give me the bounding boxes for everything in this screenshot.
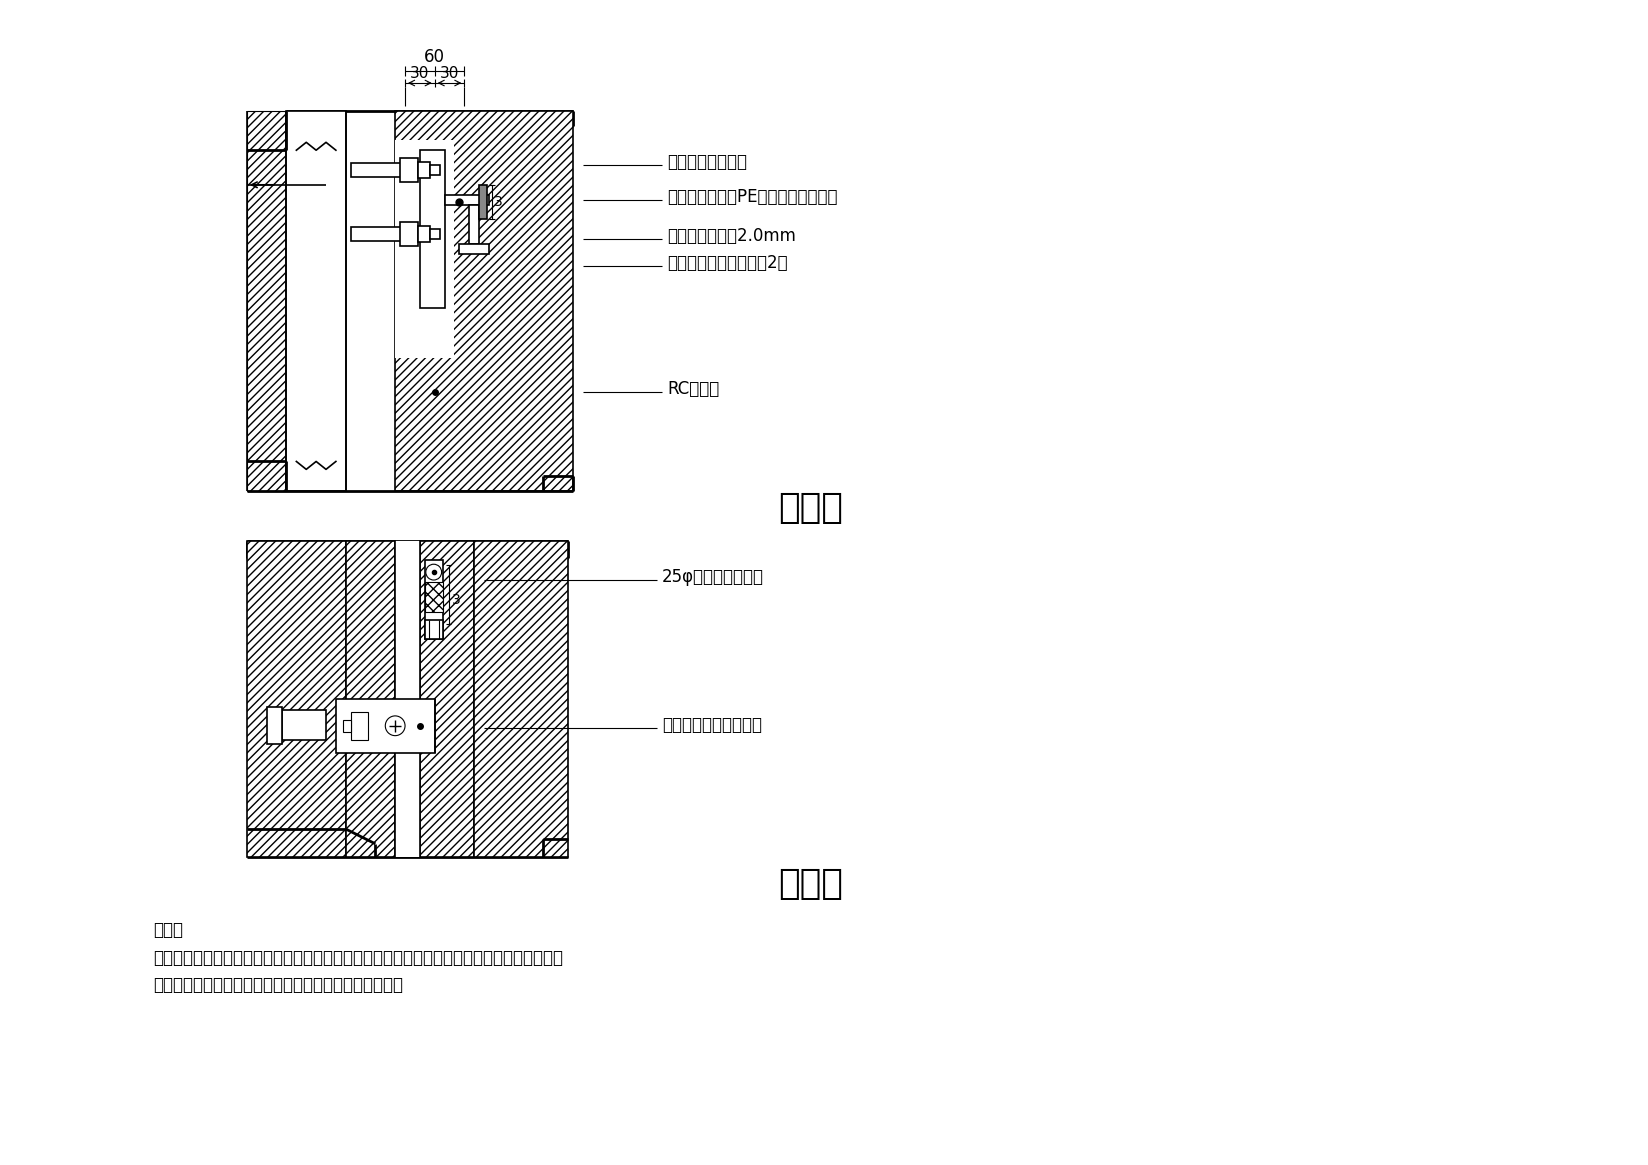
Bar bbox=[480, 185, 488, 219]
Circle shape bbox=[425, 564, 442, 580]
Bar bbox=[343, 720, 351, 732]
Bar bbox=[267, 706, 282, 744]
Text: 膨胀螺栓固定每片石杗2尺: 膨胀螺栓固定每片石杗2尺 bbox=[667, 254, 788, 271]
Bar bbox=[400, 223, 419, 246]
Text: 60: 60 bbox=[424, 48, 445, 66]
Bar bbox=[419, 226, 430, 242]
Bar bbox=[419, 162, 430, 178]
Text: 30: 30 bbox=[410, 66, 430, 82]
Text: 说明：: 说明： bbox=[153, 920, 183, 939]
Text: 不锈钓固定片厚2.0mm: 不锈钓固定片厚2.0mm bbox=[667, 227, 796, 245]
Bar bbox=[396, 541, 420, 856]
Bar bbox=[425, 620, 443, 640]
Bar bbox=[247, 541, 346, 856]
Bar bbox=[351, 227, 410, 241]
Text: 镀锌钓质螺丝锁固: 镀锌钓质螺丝锁固 bbox=[667, 153, 747, 171]
Bar bbox=[346, 541, 396, 856]
Bar bbox=[425, 560, 443, 640]
Text: 承商於石材施作前，应依石材分割尺寸配置镀锌钓架（防护处理），并提送结构分析，经甲方: 承商於石材施作前，应依石材分割尺寸配置镀锌钓架（防护处理），并提送结构分析，经甲… bbox=[153, 948, 564, 967]
Bar bbox=[430, 230, 440, 239]
Text: 3: 3 bbox=[452, 593, 460, 607]
Bar bbox=[396, 140, 455, 358]
Text: 立剖面: 立剖面 bbox=[778, 492, 842, 525]
Text: 半剖面: 半剖面 bbox=[778, 867, 842, 901]
Bar bbox=[460, 245, 489, 254]
Text: 填缝剂嵌缝发泡PE棒衬底（聚硫胶）: 填缝剂嵌缝发泡PE棒衬底（聚硫胶） bbox=[667, 188, 837, 205]
Text: 30: 30 bbox=[440, 66, 460, 82]
Bar bbox=[425, 582, 443, 612]
Text: 3: 3 bbox=[494, 195, 503, 209]
Text: 审查後方得施作，其费用已含於标单项目，不另行计价。: 审查後方得施作，其费用已含於标单项目，不另行计价。 bbox=[153, 976, 404, 994]
Bar bbox=[247, 111, 287, 492]
Bar bbox=[351, 163, 410, 177]
Bar bbox=[396, 111, 574, 492]
Bar bbox=[445, 195, 489, 205]
Bar bbox=[287, 111, 346, 492]
Circle shape bbox=[386, 715, 405, 735]
Text: 不锈钓固定片详立剖面: 不锈钓固定片详立剖面 bbox=[662, 716, 761, 734]
Bar bbox=[336, 699, 435, 753]
Bar bbox=[420, 541, 475, 856]
Bar bbox=[430, 165, 440, 175]
Bar bbox=[475, 541, 569, 856]
Text: 25φ不锈钓水平扎件: 25φ不锈钓水平扎件 bbox=[662, 569, 765, 586]
Text: RC或红砖: RC或红砖 bbox=[667, 380, 719, 398]
Bar bbox=[470, 205, 480, 245]
Bar bbox=[420, 150, 445, 309]
Bar bbox=[400, 158, 419, 182]
Bar bbox=[282, 711, 326, 740]
Bar bbox=[351, 712, 369, 740]
